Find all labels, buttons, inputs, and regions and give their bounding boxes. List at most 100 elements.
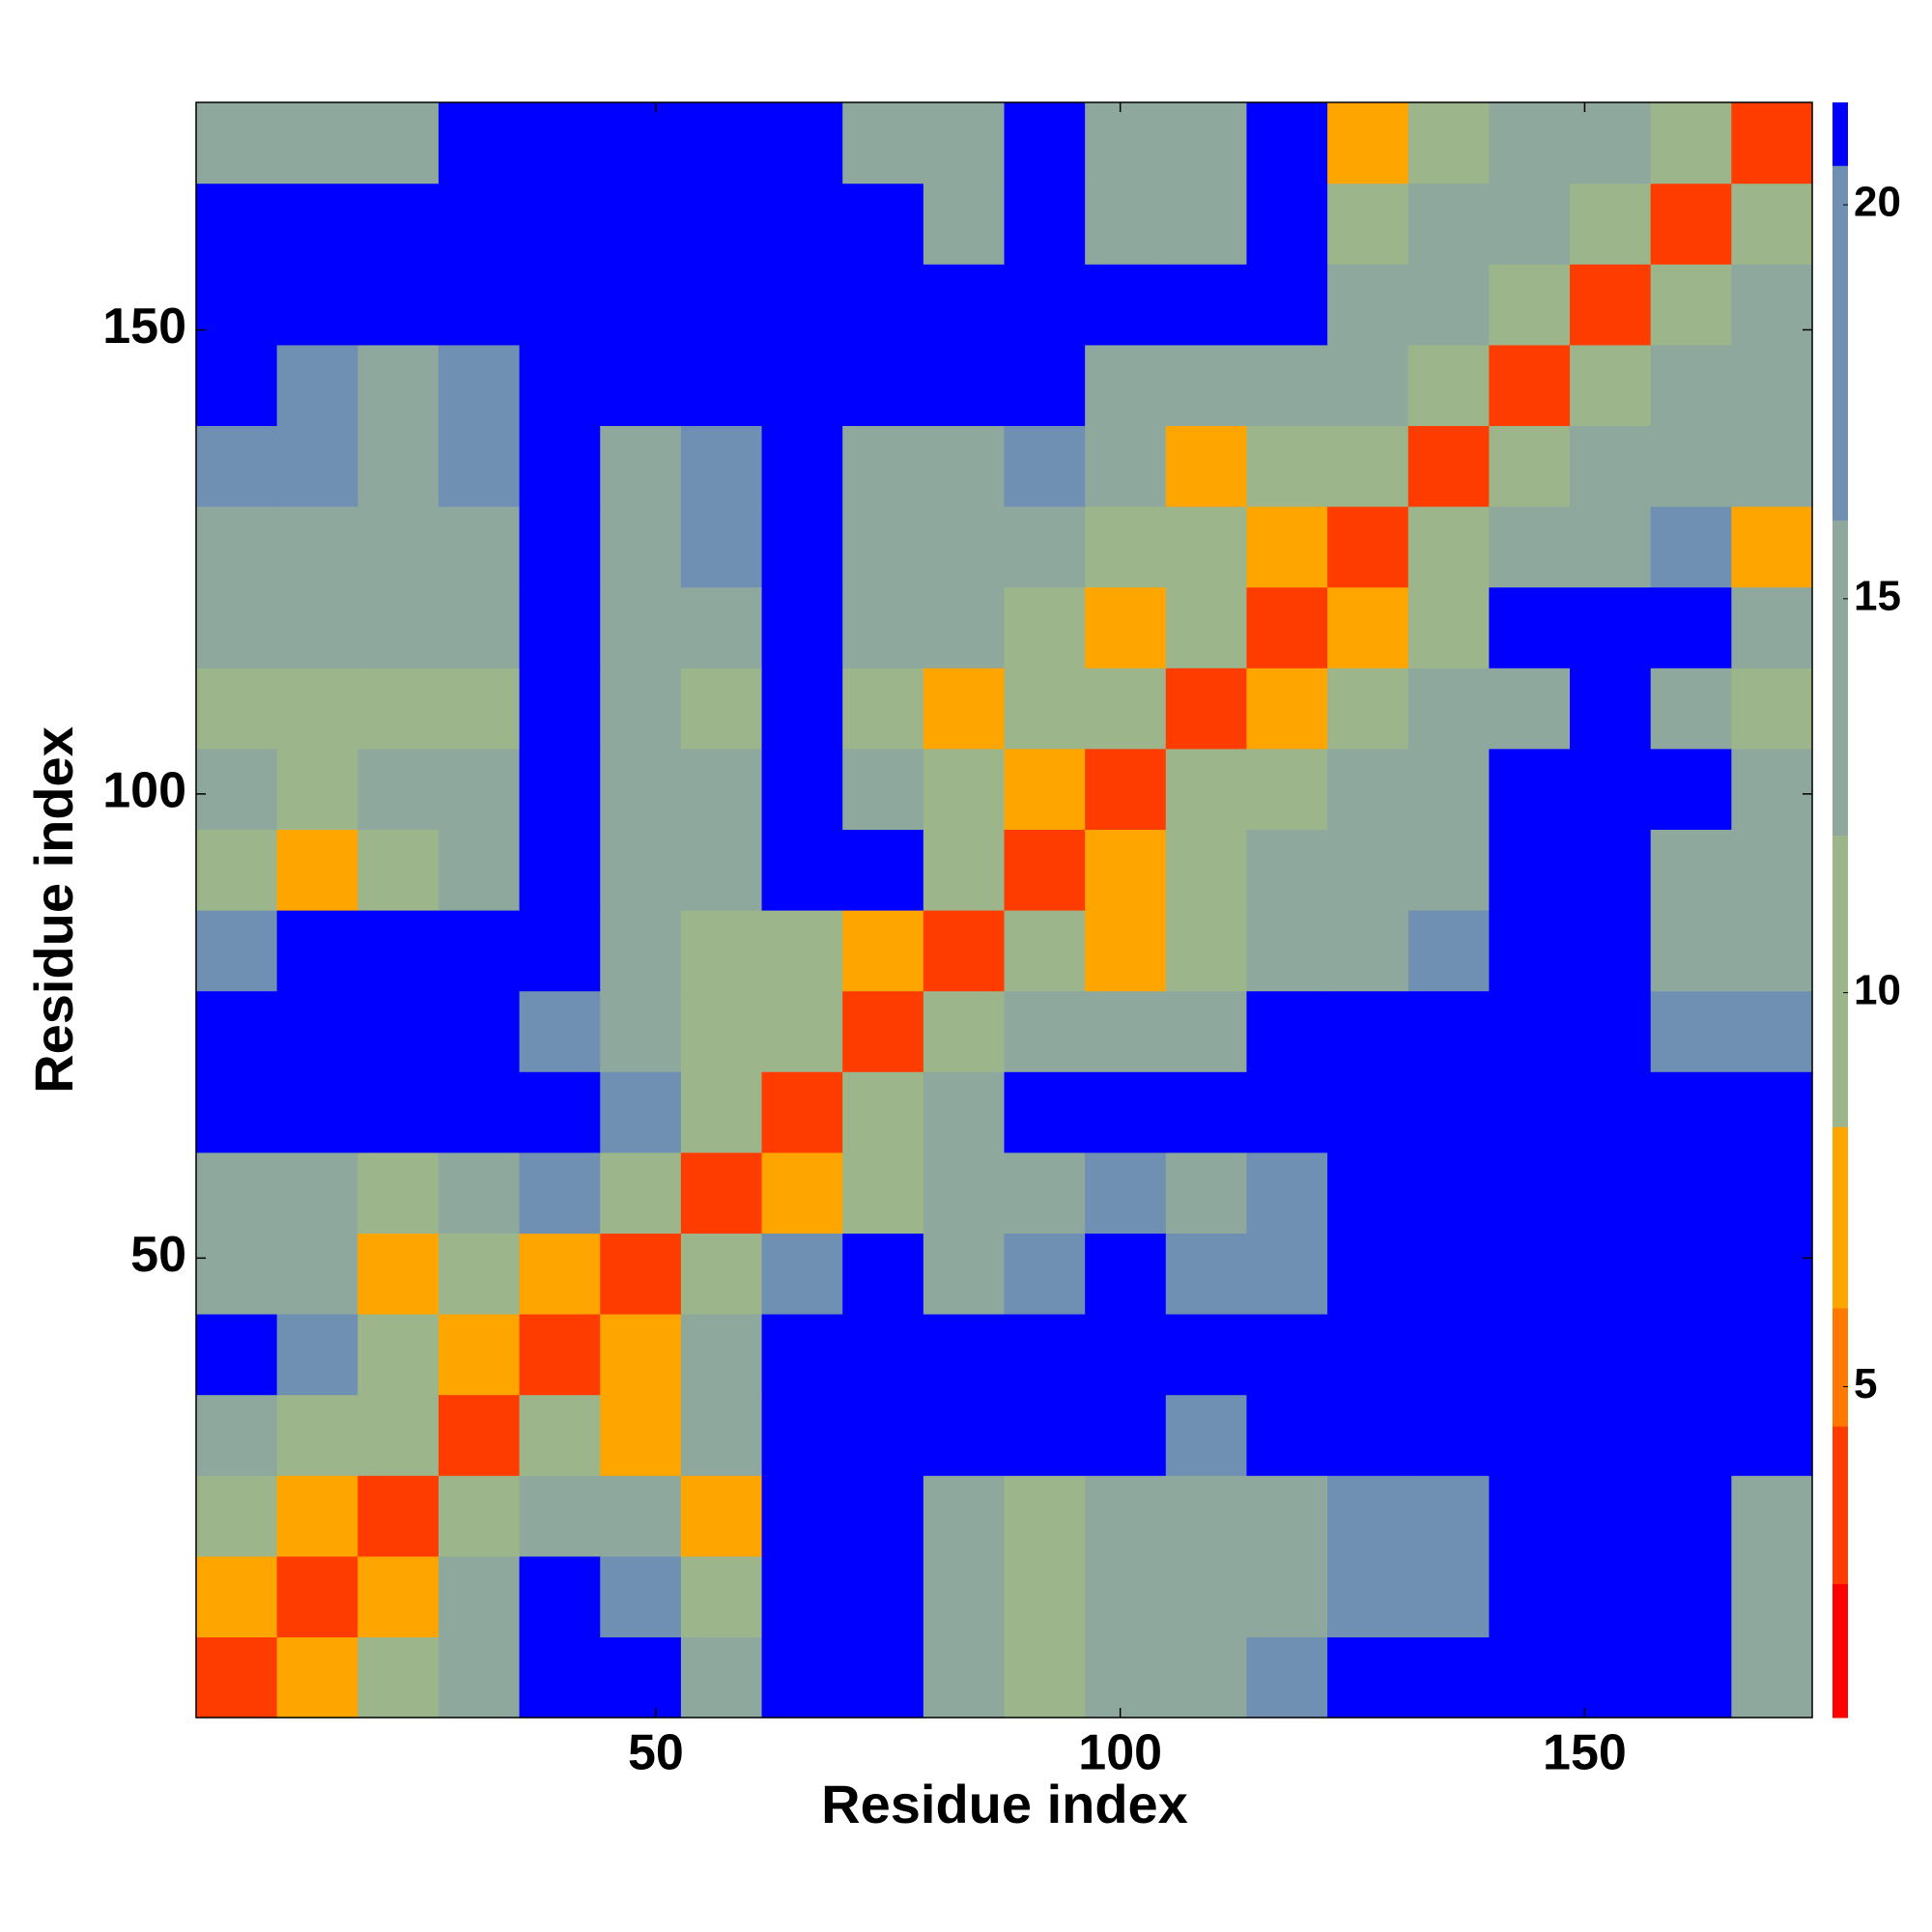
heatmap-cell [923, 1475, 1006, 1557]
heatmap-cell [1407, 1314, 1490, 1396]
heatmap-cell [276, 1394, 358, 1476]
heatmap-cell [1650, 990, 1732, 1072]
heatmap-cell [1327, 1636, 1409, 1719]
heatmap-cell [680, 1394, 763, 1476]
heatmap-cell [1165, 586, 1248, 668]
heatmap-cell [1004, 506, 1086, 588]
heatmap-cell [1085, 1233, 1167, 1315]
heatmap-cell [1731, 1233, 1813, 1315]
heatmap-cell [600, 1071, 682, 1153]
heatmap-cell [1165, 1233, 1248, 1315]
heatmap-cell [1570, 344, 1652, 426]
heatmap-cell [196, 102, 278, 185]
heatmap-cell [196, 748, 278, 830]
heatmap-cell [600, 829, 682, 911]
heatmap-cell [923, 1151, 1006, 1234]
heatmap-cell [842, 910, 924, 992]
heatmap-cell [1246, 1394, 1328, 1476]
heatmap-cell [196, 910, 278, 992]
heatmap-cell [923, 990, 1006, 1072]
heatmap-cell [1407, 586, 1490, 668]
heatmap-cell [1165, 748, 1248, 830]
heatmap-cell [357, 1394, 440, 1476]
heatmap-cell [1650, 1636, 1732, 1719]
heatmap-cell [600, 668, 682, 750]
heatmap-cell [438, 344, 521, 426]
heatmap-cell [1731, 425, 1813, 507]
heatmap-cell [761, 344, 843, 426]
heatmap-cell [1489, 1151, 1571, 1234]
heatmap-cell [276, 506, 358, 588]
heatmap-cell [519, 183, 601, 265]
heatmap-cell [1085, 1151, 1167, 1234]
heatmap-cell [1570, 1314, 1652, 1396]
heatmap-cell [196, 264, 278, 346]
heatmap-cell [1327, 1475, 1409, 1557]
heatmap-cell [357, 1151, 440, 1234]
heatmap-cell [1731, 344, 1813, 426]
colorbar-segment [1833, 1126, 1848, 1309]
heatmap-cell [196, 586, 278, 668]
heatmap-cell [1570, 1555, 1652, 1637]
heatmap-cell [1165, 344, 1248, 426]
heatmap-cell [1650, 748, 1732, 830]
heatmap-cell [1570, 748, 1652, 830]
heatmap-cell [1731, 1475, 1813, 1557]
heatmap-cell [519, 748, 601, 830]
heatmap-cell [438, 586, 521, 668]
heatmap-cell [1165, 264, 1248, 346]
heatmap-cell [680, 586, 763, 668]
heatmap-cell [1327, 506, 1409, 588]
heatmap-cell [842, 1151, 924, 1234]
heatmap-cell [1489, 1071, 1571, 1153]
heatmap-cell [761, 990, 843, 1072]
heatmap-cells [196, 102, 1813, 1719]
heatmap-cell [1650, 1314, 1732, 1396]
heatmap-cell [923, 425, 1006, 507]
heatmap-cell [1165, 1314, 1248, 1396]
colorbar-tick-label: 15 [1854, 572, 1901, 619]
heatmap-cell [1489, 264, 1571, 346]
heatmap-cell [761, 1555, 843, 1637]
y-axis-label: Residue index [23, 726, 84, 1094]
heatmap-cell [680, 990, 763, 1072]
heatmap-cell [1246, 425, 1328, 507]
heatmap-cell [1489, 1394, 1571, 1476]
heatmap-cell [923, 1555, 1006, 1637]
heatmap-cell [1085, 183, 1167, 265]
heatmap-cell [1731, 506, 1813, 588]
heatmap-cell [519, 506, 601, 588]
heatmap-cell [438, 910, 521, 992]
heatmap-cell [1165, 1071, 1248, 1153]
heatmap-cell [1570, 1233, 1652, 1315]
heatmap-cell [1731, 668, 1813, 750]
heatmap-cell [1165, 1394, 1248, 1476]
heatmap-cell [1327, 264, 1409, 346]
heatmap-cell [1004, 1394, 1086, 1476]
heatmap-cell [761, 829, 843, 911]
heatmap-cell [1085, 990, 1167, 1072]
heatmap-cell [842, 344, 924, 426]
y-tick-label: 150 [102, 298, 186, 355]
heatmap-cell [1165, 1555, 1248, 1637]
heatmap-cell [1165, 829, 1248, 911]
heatmap-cell [1165, 1475, 1248, 1557]
x-tick-label: 50 [628, 1725, 684, 1781]
heatmap-cell [1570, 1151, 1652, 1234]
heatmap-cell [276, 829, 358, 911]
heatmap-cell [842, 829, 924, 911]
heatmap-cell [519, 1233, 601, 1315]
heatmap-cell [1489, 748, 1571, 830]
heatmap-cell [1570, 1394, 1652, 1476]
heatmap-cell [600, 1636, 682, 1719]
heatmap-cell [1004, 1071, 1086, 1153]
heatmap-cell [1246, 506, 1328, 588]
heatmap-cell [761, 1314, 843, 1396]
heatmap-cell [1407, 748, 1490, 830]
heatmap-cell [1570, 183, 1652, 265]
heatmap-cell [1570, 990, 1652, 1072]
heatmap-cell [1407, 102, 1490, 185]
heatmap-cell [438, 1233, 521, 1315]
heatmap-cell [1004, 1475, 1086, 1557]
heatmap-cell [1650, 344, 1732, 426]
